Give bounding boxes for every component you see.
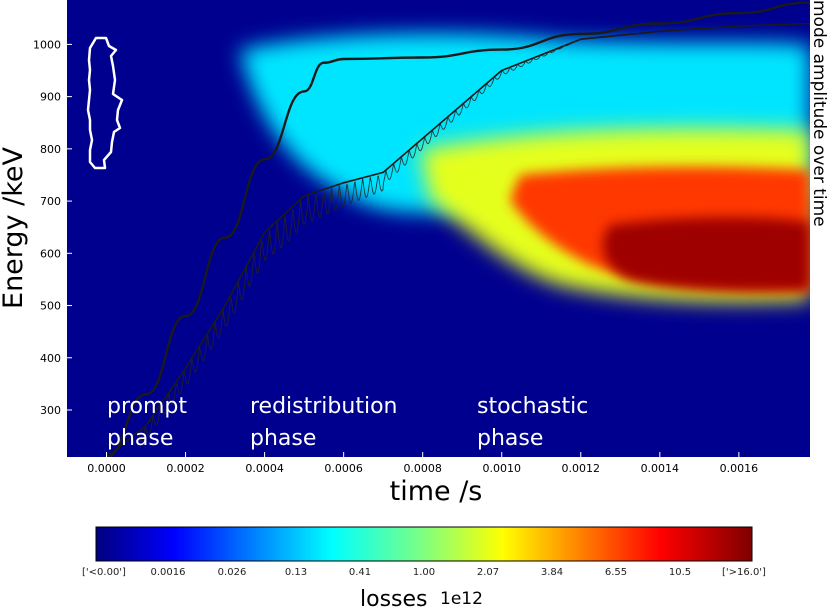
colorbar-tick-label: ['>16.0'] bbox=[722, 567, 766, 578]
amplitude-line-lower bbox=[106, 22, 810, 457]
colorbar-label: losses bbox=[360, 587, 428, 609]
colorbar bbox=[95, 526, 753, 562]
colorbar-tick-label: 0.13 bbox=[285, 567, 307, 578]
y-tick-label: 300 bbox=[40, 404, 61, 417]
y-tick-label: 1000 bbox=[33, 38, 61, 51]
mode-profile-icon bbox=[86, 36, 124, 170]
x-tick-label: 0.0000 bbox=[87, 462, 126, 475]
x-tick-label: 0.0014 bbox=[641, 462, 680, 475]
phase-label-stochastic-1: stochastic bbox=[477, 394, 588, 419]
phase-labels: prompt phase redistribution phase stocha… bbox=[107, 394, 588, 451]
y-tick-label: 700 bbox=[40, 195, 61, 208]
colorbar-ticks: ['<0.00'] 0.0016 0.026 0.13 0.41 1.00 2.07 3.84… bbox=[82, 567, 766, 578]
colorbar-tick-label: ['<0.00'] bbox=[82, 567, 126, 578]
x-tick-label: 0.0002 bbox=[166, 462, 205, 475]
x-tick-label: 0.0016 bbox=[720, 462, 759, 475]
phase-label-redistribution-2: phase bbox=[250, 426, 316, 451]
phase-label-redistribution-1: redistribution bbox=[250, 394, 397, 419]
x-axis-ticks: 0.0000 0.0002 0.0004 0.0006 0.0008 0.0010 0.00… bbox=[87, 452, 758, 475]
heat-region-hot-core-600 bbox=[602, 217, 810, 292]
y-axis-ticks: 300 400 500 600 700 800 900 1000 bbox=[33, 38, 72, 417]
x-tick-label: 0.0006 bbox=[324, 462, 363, 475]
colorbar-tick-label: 3.84 bbox=[541, 567, 563, 578]
x-tick-label: 0.0010 bbox=[482, 462, 521, 475]
x-tick-label: 0.0012 bbox=[562, 462, 601, 475]
phase-label-stochastic-2: phase bbox=[477, 426, 543, 451]
phase-label-prompt-2: phase bbox=[107, 426, 173, 451]
y-tick-label: 900 bbox=[40, 91, 61, 104]
right-axis-title: mode amplitude over time bbox=[809, 0, 829, 227]
colorbar-tick-label: 1.00 bbox=[413, 567, 435, 578]
colorbar-tick-label: 0.41 bbox=[349, 567, 371, 578]
phase-label-prompt-1: prompt bbox=[107, 394, 187, 419]
y-axis-title: Energy /keV bbox=[0, 146, 29, 308]
y-tick-label: 500 bbox=[40, 300, 61, 313]
colorbar-tick-label: 2.07 bbox=[477, 567, 499, 578]
oscillation-trace bbox=[137, 38, 581, 443]
y-tick-label: 600 bbox=[40, 247, 61, 260]
y-tick-label: 800 bbox=[40, 143, 61, 156]
colorbar-tick-label: 0.026 bbox=[218, 567, 247, 578]
y-tick-label: 400 bbox=[40, 352, 61, 365]
colorbar-tick-label: 0.0016 bbox=[151, 567, 186, 578]
x-axis-title: time /s bbox=[390, 476, 483, 507]
amplitude-line-upper bbox=[106, 1, 810, 457]
x-tick-label: 0.0008 bbox=[403, 462, 442, 475]
colorbar-tick-label: 6.55 bbox=[605, 567, 627, 578]
colorbar-multiplier: 1e12 bbox=[440, 589, 483, 609]
x-tick-label: 0.0004 bbox=[245, 462, 284, 475]
colorbar-tick-label: 10.5 bbox=[669, 567, 691, 578]
